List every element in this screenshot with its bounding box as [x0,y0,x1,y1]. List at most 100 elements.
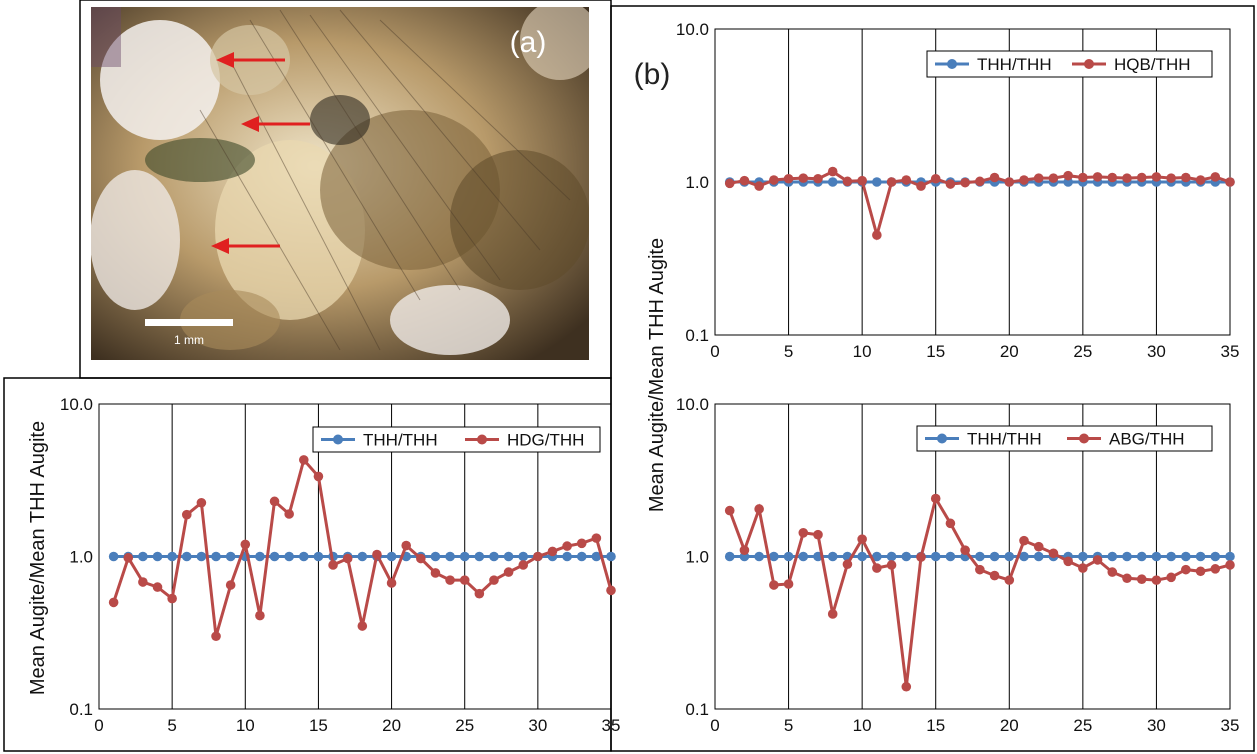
data-point [1166,173,1176,183]
data-point [813,529,823,540]
data-point [1092,555,1103,565]
x-tick-label: 0 [710,716,719,735]
x-tick-label: 5 [167,716,176,735]
chart-hdg: 0 5 10 15 20 25 30 35 0.1 1.0 10.0 THH/THH HDG/THH [60,395,621,735]
data-point [1004,551,1015,562]
data-point [1063,556,1073,567]
data-point [1225,560,1235,570]
data-point [152,582,163,592]
data-point [739,545,750,555]
data-point [827,551,838,562]
data-point [798,173,809,183]
data-point [591,551,602,562]
series-line [728,494,1231,687]
data-point [901,175,912,185]
data-point [930,173,941,184]
data-point [1195,551,1206,562]
data-point [1195,175,1206,185]
data-point [299,551,309,562]
data-point [518,560,529,570]
data-point [138,551,148,562]
data-point [1107,567,1118,577]
data-point [1210,172,1221,182]
chart-abg: 0 5 10 15 20 25 30 35 0.1 1.0 10.0 THH/THH ABG/THH [676,395,1240,735]
legend-label: THH/THH [977,55,1052,74]
data-point [783,551,794,562]
data-point [518,551,529,562]
data-point [945,551,956,562]
data-point [1078,172,1088,183]
scale-bar [145,319,233,326]
x-tick-label: 10 [853,342,872,361]
data-point [783,173,794,184]
data-point [576,538,587,549]
data-point [284,551,294,562]
data-point [754,181,764,191]
data-point [181,509,192,520]
y-tick-label: 10.0 [676,20,709,39]
data-point [211,631,221,642]
data-point [357,551,368,562]
data-point [240,539,251,550]
data-point [724,551,735,562]
data-point [842,559,853,570]
data-point [255,610,265,621]
data-point [269,496,280,507]
data-point [1151,551,1162,562]
data-point [459,551,470,562]
data-point [1210,564,1221,574]
data-point [445,551,455,562]
data-point [857,534,867,544]
data-point [1078,563,1088,573]
x-tick-label: 20 [1000,716,1019,735]
data-point [872,177,882,187]
data-point [489,551,499,562]
y-tick-label: 10.0 [60,395,93,414]
data-point [827,609,838,619]
data-point [1166,551,1176,562]
data-point [562,541,572,551]
data-point [489,575,499,585]
data-point [533,551,543,562]
y-tick-label: 1.0 [685,173,709,192]
arrow-3 [211,238,280,254]
data-point [1225,551,1235,562]
x-tick-label: 15 [926,716,945,735]
legend-marker [937,433,947,444]
legend-marker [1084,59,1094,69]
data-point [813,173,823,184]
data-point [1181,172,1191,183]
data-point [1019,551,1029,562]
x-tick-label: 20 [382,716,401,735]
data-point [372,549,382,560]
data-point [1122,573,1132,584]
x-tick-label: 25 [1073,342,1092,361]
data-point [167,593,177,604]
data-point [474,551,485,562]
data-point [901,551,912,562]
data-point [430,551,441,562]
data-point [1078,551,1088,562]
legend-label: THH/THH [967,430,1042,449]
data-point [975,551,985,562]
data-point [416,553,426,564]
data-point [886,177,897,187]
data-point [886,560,897,570]
data-point [1151,172,1162,182]
data-point [1063,170,1073,181]
data-point [975,564,985,575]
data-point [225,580,236,590]
legend-label: ABG/THH [1109,430,1185,449]
data-point [1107,172,1118,183]
x-tick-label: 35 [1221,342,1240,361]
data-point [123,553,134,563]
data-point [930,551,941,562]
x-tick-label: 30 [1147,716,1166,735]
legend-marker [1079,433,1089,444]
data-point [503,567,514,577]
legend-label: HDG/THH [507,431,584,450]
data-point [108,551,119,562]
data-point [754,551,764,562]
data-point [916,552,926,562]
x-tick-label: 10 [236,716,255,735]
